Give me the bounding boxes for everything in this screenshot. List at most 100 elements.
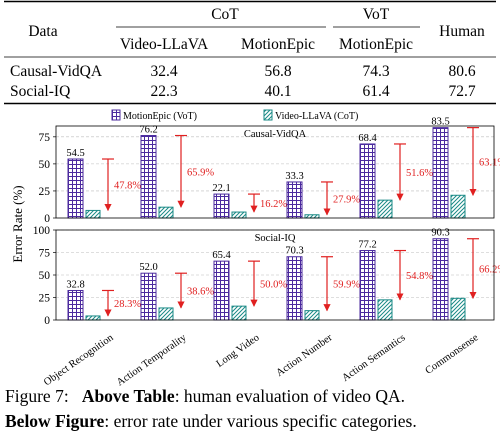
reduction-label: 59.9% xyxy=(333,280,360,291)
reduction-label: 27.9% xyxy=(333,194,360,205)
bar-value-label: 33.3 xyxy=(285,171,303,182)
bar-videollava xyxy=(377,299,393,321)
bar-motionepic xyxy=(140,135,157,219)
bar-videollava xyxy=(231,211,247,219)
bar-motionepic xyxy=(432,238,449,321)
bar-value-label: 70.3 xyxy=(285,246,303,257)
header-cot: CoT xyxy=(211,6,239,23)
cell-value: 61.4 xyxy=(362,83,389,100)
x-tick-label: Action Number xyxy=(274,332,334,379)
bar-videollava xyxy=(158,307,174,321)
reduction-label: 16.2% xyxy=(260,199,287,210)
bar-value-label: 83.5 xyxy=(431,117,449,128)
cell-value: 72.7 xyxy=(448,83,475,100)
legend-swatch-videollava xyxy=(263,109,273,121)
header-vot: VoT xyxy=(363,6,390,23)
bar-videollava xyxy=(377,199,393,219)
subheader-video-llava: Video-LLaVA xyxy=(120,36,209,53)
subheader-motionepic-vot: MotionEpic xyxy=(339,36,413,53)
bar-value-label: 52.0 xyxy=(139,262,157,273)
bar-value-label: 77.2 xyxy=(358,240,376,251)
caption-above-bold: Above Table xyxy=(81,386,175,406)
bar-motionepic xyxy=(140,272,157,321)
subheader-motionepic-cot: MotionEpic xyxy=(241,36,315,53)
y-tick-label: 50 xyxy=(39,159,51,171)
caption-below-text: : error rate under various specific cate… xyxy=(104,411,417,431)
reduction-label: 38.6% xyxy=(187,287,214,298)
y-axis-label: Error Rate (%) xyxy=(10,185,25,262)
figure-caption: Figure 7: Above Table: human evaluation … xyxy=(5,384,497,434)
caption-above-text: : human evaluation of video QA. xyxy=(174,386,406,406)
cell-value: 40.1 xyxy=(264,83,291,100)
y-tick-label: 50 xyxy=(39,270,51,282)
bar-motionepic xyxy=(286,181,303,219)
bar-value-label: 76.2 xyxy=(139,125,157,136)
bar-videollava xyxy=(450,194,466,219)
x-tick-label: Action Semantics xyxy=(340,332,407,384)
header-human: Human xyxy=(439,23,485,40)
reduction-label: 63.1% xyxy=(479,157,500,168)
bar-videollava xyxy=(304,214,320,219)
panel-title: Social-IQ xyxy=(255,233,296,244)
panel-title: Causal-VidQA xyxy=(244,129,307,140)
bar-motionepic xyxy=(359,143,376,219)
table-row: Social-IQ 22.3 40.1 61.4 72.7 xyxy=(10,83,476,100)
bar-value-label: 32.8 xyxy=(66,279,84,290)
caption-below-bold: Below Figure xyxy=(5,411,105,431)
bar-videollava xyxy=(450,297,466,321)
reduction-label: 47.8% xyxy=(114,181,141,192)
panel-frame xyxy=(55,125,495,219)
x-tick-label: Commonsense xyxy=(424,332,481,377)
bar-value-label: 65.4 xyxy=(212,250,231,261)
y-tick-label: 0 xyxy=(44,315,50,327)
bar-videollava xyxy=(158,206,174,219)
error-rate-chart: MotionEpic (VoT) Video-LLaVA (CoT) Error R… xyxy=(10,109,500,386)
reduction-label: 28.3% xyxy=(114,299,141,310)
legend-label-videollava: Video-LLaVA (CoT) xyxy=(275,111,358,122)
reduction-label: 66.2% xyxy=(479,265,500,276)
row-label: Social-IQ xyxy=(10,83,70,100)
y-tick-label: 75 xyxy=(39,248,51,260)
bar-motionepic xyxy=(213,260,230,321)
y-tick-label: 0 xyxy=(44,213,50,225)
reduction-label: 65.9% xyxy=(187,167,214,178)
bar-value-label: 90.3 xyxy=(431,228,449,239)
bar-value-label: 54.5 xyxy=(66,148,84,159)
bar-motionepic xyxy=(213,193,230,219)
bar-value-label: 68.4 xyxy=(358,133,377,144)
bar-videollava xyxy=(231,305,247,321)
y-tick-label: 25 xyxy=(39,293,51,305)
caption-line-2: Below Figure: error rate under various s… xyxy=(5,409,497,434)
bar-motionepic xyxy=(67,158,84,219)
y-tick-label: 75 xyxy=(39,132,51,144)
bar-motionepic xyxy=(359,250,376,321)
panel-frame xyxy=(55,229,495,321)
reduction-label: 50.0% xyxy=(260,280,287,291)
bar-videollava xyxy=(304,310,320,321)
cell-value: 56.8 xyxy=(264,63,291,80)
row-label: Causal-VidQA xyxy=(10,63,103,80)
x-tick-label: Action Temporality xyxy=(115,332,189,386)
cell-value: 74.3 xyxy=(362,63,389,80)
header-data: Data xyxy=(28,23,57,40)
figure-label: Figure 7: xyxy=(5,386,69,406)
bar-videollava xyxy=(85,315,101,321)
y-tick-label: 100 xyxy=(33,225,51,237)
cell-value: 80.6 xyxy=(448,63,475,80)
bar-motionepic xyxy=(286,256,303,321)
x-tick-label: Long Video xyxy=(215,332,262,369)
bar-motionepic xyxy=(432,127,449,219)
reduction-label: 54.8% xyxy=(406,271,433,282)
legend-label-motionepic: MotionEpic (VoT) xyxy=(123,111,197,122)
bar-value-label: 22.1 xyxy=(212,183,230,194)
table-row: Causal-VidQA 32.4 56.8 74.3 80.6 xyxy=(10,63,476,80)
legend-swatch-motionepic xyxy=(111,109,121,121)
bar-motionepic xyxy=(67,289,84,321)
cell-value: 22.3 xyxy=(150,83,177,100)
results-table: Data CoT VoT Human Video-LLaVA MotionEpi… xyxy=(4,0,496,105)
y-tick-label: 25 xyxy=(39,186,51,198)
cell-value: 32.4 xyxy=(150,63,177,80)
x-tick-label: Object Recognition xyxy=(42,332,116,386)
bar-videollava xyxy=(85,209,101,219)
reduction-label: 51.6% xyxy=(406,168,433,179)
